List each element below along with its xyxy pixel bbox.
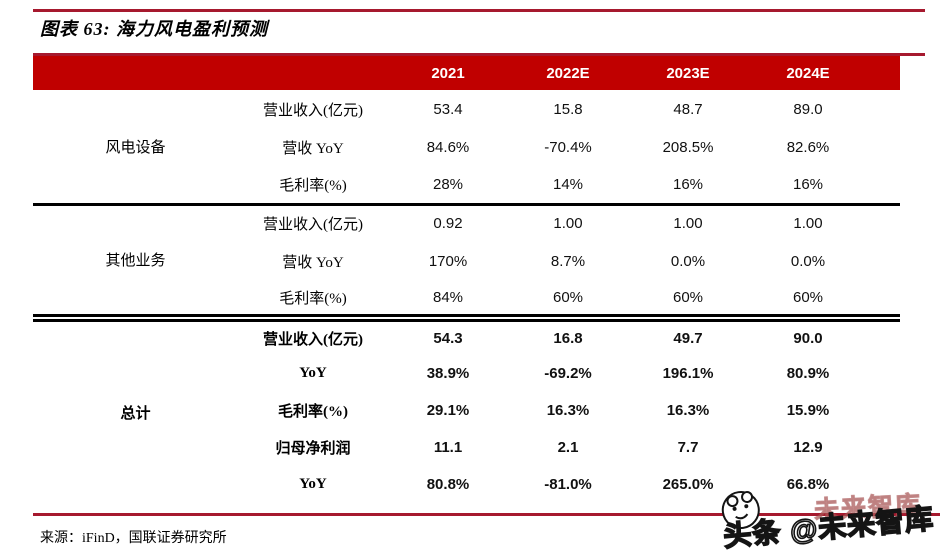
page-title: 图表 63: 海力风电盈利预测 (40, 19, 268, 39)
value-cell: 0.0% (790, 252, 826, 270)
table-row: 营收 YoY 84.6% -70.4% 208.5% 82.6% (33, 128, 900, 166)
value-cell: -70.4% (544, 138, 592, 156)
table-row: 归母净利润 11.1 2.1 7.7 12.9 (33, 429, 900, 466)
row-label: 营业收入(亿元) (263, 217, 363, 234)
value-cell: 84% (432, 288, 464, 306)
table-row: 总计 营业收入(亿元) 54.3 16.8 49.7 90.0 (33, 318, 900, 422)
value-cell: 60% (672, 288, 704, 306)
value-cell: -81.0% (544, 476, 592, 493)
value-cell: 82.6% (786, 138, 830, 156)
table-bottom-rule (33, 513, 940, 516)
value-cell: 54.3 (433, 330, 463, 347)
value-cell: 53.4 (433, 100, 463, 118)
value-cell: 1.00 (793, 215, 823, 233)
value-cell: 90.0 (793, 330, 823, 347)
value-cell: 14% (552, 175, 584, 193)
row-label: 归母净利润 (275, 441, 351, 457)
section-other-business: 其他业务 营业收入(亿元) 0.92 1.00 1.00 1.00 营收 YoY… (33, 204, 900, 318)
value-cell: 16% (672, 175, 704, 193)
value-cell: 66.8% (786, 476, 830, 493)
value-cell: 265.0% (662, 476, 714, 493)
value-cell: 29.1% (426, 402, 470, 419)
value-cell: 60% (552, 288, 584, 306)
row-label: 毛利率(%) (279, 177, 347, 194)
row-label: YoY (299, 365, 327, 381)
row-label: 营收 YoY (282, 254, 344, 271)
value-cell: 0.0% (670, 252, 706, 270)
value-cell: 48.7 (673, 100, 703, 118)
value-cell: 208.5% (662, 138, 714, 156)
row-label: 毛利率(%) (279, 290, 347, 307)
value-cell: 60% (792, 288, 824, 306)
value-cell: 7.7 (677, 439, 699, 456)
table-row: 毛利率(%) 28% 14% 16% 16% (33, 166, 900, 204)
value-cell: 11.1 (433, 439, 463, 456)
row-label: 毛利率(%) (278, 404, 348, 420)
section-label: 总计 (120, 406, 151, 422)
table-row: 风电设备 营业收入(亿元) 53.4 15.8 48.7 89.0 (33, 90, 900, 156)
value-cell: 0.92 (433, 215, 463, 233)
header-spacer (33, 56, 238, 90)
table-row: YoY 80.8% -81.0% 265.0% 66.8% (33, 466, 900, 503)
row-label: 营业收入(亿元) (263, 102, 363, 119)
smiley-face-icon (715, 483, 768, 540)
value-cell: 15.8 (553, 100, 583, 118)
value-cell: 12.9 (793, 439, 823, 456)
value-cell: 16.8 (553, 330, 583, 347)
value-cell: 170% (428, 252, 468, 270)
table-row: 其他业务 营业收入(亿元) 0.92 1.00 1.00 1.00 (33, 204, 900, 269)
section-label: 风电设备 (105, 139, 166, 156)
watermark: 未来智库 头条 @未来智库 (666, 486, 936, 554)
source-note: 来源：iFinD，国联证券研究所 (40, 531, 227, 546)
header-spacer (868, 56, 900, 90)
value-cell: 16% (792, 175, 824, 193)
value-cell: 38.9% (426, 365, 470, 382)
table-row: YoY 38.9% -69.2% 196.1% 80.9% (33, 355, 900, 392)
row-label: 营收 YoY (282, 140, 344, 157)
year-header: 2023E (666, 64, 710, 82)
table-row: 毛利率(%) 29.1% 16.3% 16.3% 15.9% (33, 392, 900, 429)
value-cell: 49.7 (673, 330, 703, 347)
section-total: 总计 营业收入(亿元) 54.3 16.8 49.7 90.0 YoY 38.9… (33, 318, 900, 503)
value-cell: 2.1 (557, 439, 579, 456)
value-cell: 196.1% (662, 365, 714, 382)
table-top-rule (33, 53, 925, 56)
section-label: 其他业务 (105, 253, 166, 270)
value-cell: 80.9% (786, 365, 830, 382)
year-header: 2021 (431, 64, 465, 82)
section-wind-equipment: 风电设备 营业收入(亿元) 53.4 15.8 48.7 89.0 营收 YoY… (33, 90, 900, 204)
value-cell: 84.6% (426, 138, 470, 156)
table-row: 营收 YoY 170% 8.7% 0.0% 0.0% (33, 242, 900, 280)
value-cell: 15.9% (786, 402, 830, 419)
table-row: 毛利率(%) 84% 60% 60% 60% (33, 280, 900, 318)
profit-forecast-table: 2021 2022E 2023E 2024E 风电设备 营业收入(亿元) 53.… (33, 56, 900, 503)
value-cell: 8.7% (550, 252, 586, 270)
value-cell: 89.0 (793, 100, 823, 118)
year-header: 2024E (786, 64, 830, 82)
row-label: 营业收入(亿元) (263, 332, 363, 348)
header-spacer (238, 56, 388, 90)
row-label: YoY (299, 476, 327, 492)
value-cell: 16.3% (546, 402, 590, 419)
year-header: 2022E (546, 64, 590, 82)
value-cell: 28% (432, 175, 464, 193)
value-cell: -69.2% (544, 365, 592, 382)
top-rule (33, 9, 925, 12)
value-cell: 80.8% (426, 476, 470, 493)
value-cell: 1.00 (673, 215, 703, 233)
value-cell: 1.00 (553, 215, 583, 233)
table-header-row: 2021 2022E 2023E 2024E (33, 56, 900, 90)
value-cell: 16.3% (666, 402, 710, 419)
